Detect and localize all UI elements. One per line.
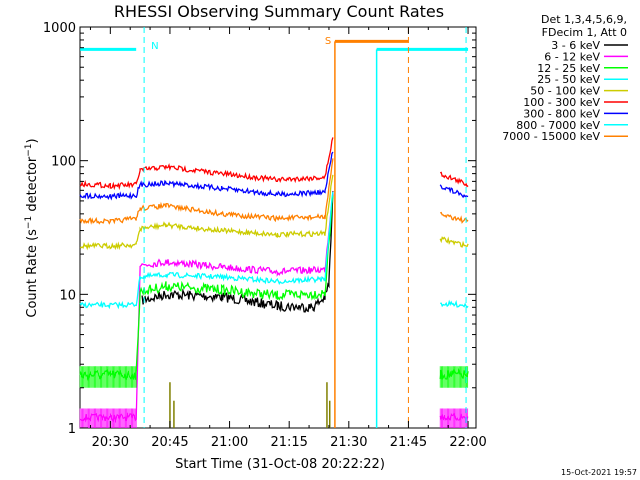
- series-3-line: [440, 299, 469, 309]
- legend-header-1: FDecim 1, Att 0: [542, 26, 627, 39]
- y-tick-label-1: 10: [59, 288, 76, 303]
- legend-label-3: 25 - 50 keV: [537, 73, 600, 86]
- plot-frame-layer: [79, 26, 477, 429]
- x-tick-label-6: 22:00: [449, 435, 486, 450]
- y-axis-label-sup2: −1: [24, 143, 34, 156]
- legend: Det 1,3,4,5,6,9,FDecim 1, Att 03 - 6 keV…: [502, 13, 628, 143]
- flag-s-label: S: [325, 36, 331, 47]
- series-8-line: [79, 158, 334, 225]
- x-tick-label-5: 21:45: [390, 435, 427, 450]
- footer-timestamp: 15-Oct-2021 19:57: [561, 468, 637, 477]
- axes-layer: 20:30 20:45 21:00 21:15 21:30 21:45 22:00 1 10 10…: [43, 21, 487, 450]
- series-4-line: [79, 174, 334, 251]
- y-axis-label-sup1: −1: [24, 216, 34, 229]
- x-tick-label-0: 20:30: [92, 435, 129, 450]
- series-8-line: [439, 211, 469, 224]
- y-axis-label-part3: ): [25, 138, 40, 143]
- plot-frame: [79, 26, 477, 429]
- x-tick-label-3: 21:15: [270, 435, 307, 450]
- series-6-line: [79, 151, 334, 201]
- series-5-line: [440, 171, 469, 188]
- y-tick-label-0: 1: [68, 422, 76, 437]
- y-axis-label-part1: Count Rate (s: [25, 229, 40, 318]
- x-tick-label-2: 21:00: [211, 435, 248, 450]
- series-5-line: [79, 137, 334, 191]
- chart-title: RHESSI Observing Summary Count Rates: [114, 2, 444, 21]
- legend-label-7: 800 - 7000 keV: [516, 119, 600, 132]
- series-3-line: [79, 191, 334, 310]
- y-tick-label-3: 1000: [43, 21, 76, 36]
- y-axis-label: Count Rate (s−1 detector−1): [24, 138, 40, 317]
- legend-label-2: 12 - 25 keV: [537, 62, 600, 75]
- x-tick-label-1: 20:45: [151, 435, 188, 450]
- series-4-line: [439, 236, 469, 248]
- x-tick-label-4: 21:30: [330, 435, 367, 450]
- y-axis-label-part2: detector: [25, 156, 40, 216]
- series-6-line: [439, 184, 469, 199]
- y-tick-label-2: 100: [51, 155, 76, 170]
- series-0-line: [141, 191, 334, 313]
- flag-n-label: N: [151, 41, 158, 52]
- legend-header-0: Det 1,3,4,5,6,9,: [541, 13, 627, 26]
- x-axis-label: Start Time (31-Oct-08 20:22:22): [175, 457, 385, 472]
- legend-label-4: 50 - 100 keV: [530, 85, 600, 98]
- legend-label-0: 3 - 6 keV: [551, 39, 600, 52]
- legend-label-6: 300 - 800 keV: [523, 107, 600, 120]
- legend-label-1: 6 - 12 keV: [544, 50, 600, 63]
- legend-label-5: 100 - 300 keV: [523, 96, 600, 109]
- legend-label-8: 7000 - 15000 keV: [502, 130, 600, 143]
